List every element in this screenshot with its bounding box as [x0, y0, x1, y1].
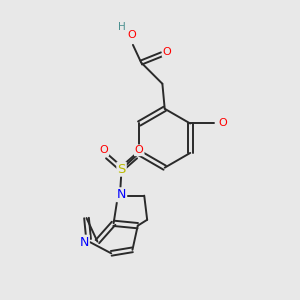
Text: N: N — [80, 236, 89, 249]
Text: H: H — [118, 22, 126, 32]
Text: N: N — [117, 188, 126, 201]
Text: S: S — [117, 163, 126, 176]
Text: O: O — [127, 31, 136, 40]
Text: O: O — [218, 118, 227, 128]
Text: O: O — [163, 47, 172, 57]
Text: O: O — [100, 145, 108, 155]
Text: O: O — [135, 145, 144, 155]
